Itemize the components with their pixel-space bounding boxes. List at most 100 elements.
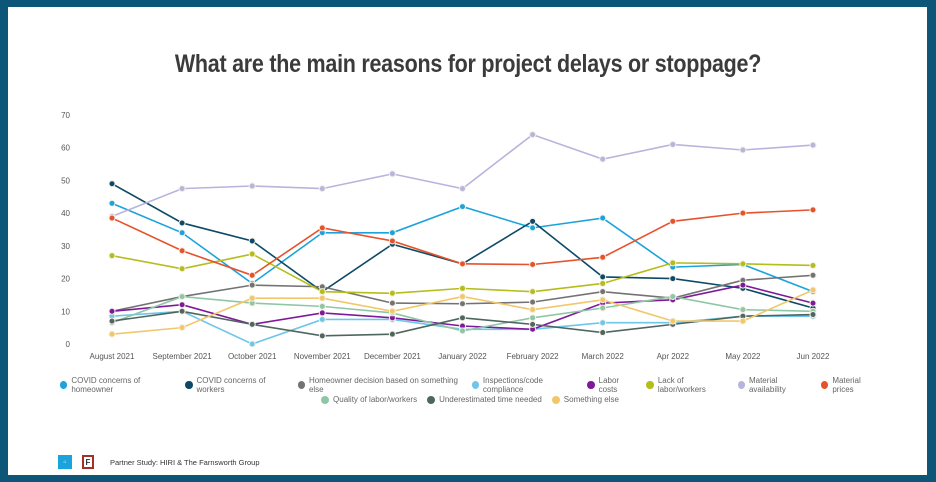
legend-item[interactable]: Material availability	[737, 376, 811, 394]
data-point-material-prices	[388, 237, 396, 245]
data-point-covid-concerns-of-homeowner	[599, 214, 607, 222]
data-point-material-availability	[178, 185, 186, 193]
data-point-material-prices	[739, 209, 747, 217]
data-point-material-availability	[388, 170, 396, 178]
data-point-material-prices	[178, 247, 186, 255]
data-point-material-availability	[248, 182, 256, 190]
y-tick-label: 30	[61, 242, 70, 251]
legend-item[interactable]: Something else	[551, 395, 619, 404]
farnsworth-logo: F	[82, 455, 94, 469]
data-point-lack-of-labor-workers	[599, 279, 607, 287]
data-point-labor-costs	[318, 309, 326, 317]
data-point-underestimated-time-needed	[809, 311, 817, 319]
data-point-material-availability	[669, 140, 677, 148]
legend-label: COVID concerns of workers	[196, 376, 266, 394]
data-point-material-prices	[809, 206, 817, 214]
data-point-quality-of-labor-workers	[739, 306, 747, 314]
data-point-something-else	[108, 330, 116, 338]
data-point-covid-concerns-of-workers	[669, 275, 677, 283]
data-point-lack-of-labor-workers	[739, 260, 747, 268]
legend-swatch	[185, 381, 193, 389]
x-tick-label: October 2021	[228, 352, 277, 361]
legend-label: Something else	[563, 395, 619, 404]
legend-item[interactable]: COVID concerns of workers	[185, 376, 287, 394]
data-point-something-else	[739, 317, 747, 325]
data-point-quality-of-labor-workers	[459, 327, 466, 335]
data-point-lack-of-labor-workers	[529, 288, 537, 296]
legend-item[interactable]: COVID concerns of homeowner	[60, 376, 175, 394]
data-point-inspections-code-compliance	[599, 319, 607, 327]
x-tick-label: March 2022	[582, 352, 625, 361]
data-point-material-availability	[318, 185, 326, 193]
legend-label: Lack of labor/workers	[657, 376, 706, 394]
legend-label: COVID concerns of homeowner	[71, 376, 141, 394]
data-point-lack-of-labor-workers	[178, 265, 186, 273]
data-point-something-else	[248, 294, 256, 302]
data-point-covid-concerns-of-homeowner	[178, 229, 186, 237]
data-point-something-else	[318, 294, 326, 302]
y-tick-label: 10	[61, 307, 70, 316]
legend-swatch	[321, 395, 330, 404]
y-tick-label: 60	[61, 144, 70, 153]
legend-item[interactable]: Lack of labor/workers	[646, 376, 727, 394]
legend-swatch	[737, 381, 745, 389]
legend-item[interactable]: Inspections/code compliance	[471, 376, 578, 394]
data-point-homeowner-decision-based-on-something-else	[809, 271, 817, 279]
legend-swatch	[587, 381, 595, 389]
chart-title: What are the main reasons for project de…	[174, 50, 762, 78]
hiri-logo: ⌂	[58, 455, 72, 469]
y-tick-label: 0	[66, 340, 71, 349]
data-point-material-prices	[529, 261, 537, 269]
legend-label: Quality of labor/workers	[333, 395, 418, 404]
data-point-covid-concerns-of-workers	[108, 180, 116, 188]
legend-swatch	[297, 381, 305, 389]
data-point-lack-of-labor-workers	[318, 288, 326, 296]
legend-item[interactable]: Material prices	[820, 376, 880, 394]
data-point-lack-of-labor-workers	[388, 289, 396, 297]
data-point-lack-of-labor-workers	[809, 261, 817, 269]
data-point-homeowner-decision-based-on-something-else	[599, 288, 607, 296]
data-point-underestimated-time-needed	[388, 330, 396, 338]
data-point-quality-of-labor-workers	[178, 293, 186, 301]
data-point-underestimated-time-needed	[248, 320, 256, 328]
data-point-covid-concerns-of-homeowner	[388, 229, 396, 237]
data-point-covid-concerns-of-workers	[529, 217, 537, 225]
data-point-underestimated-time-needed	[459, 314, 466, 322]
legend-row-1: COVID concerns of homeowner COVID concern…	[60, 376, 880, 394]
data-point-underestimated-time-needed	[529, 320, 537, 328]
y-tick-label: 50	[61, 176, 70, 185]
data-point-underestimated-time-needed	[108, 317, 116, 325]
legend-swatch	[820, 381, 829, 389]
data-point-material-prices	[669, 217, 677, 225]
legend-item[interactable]: Homeowner decision based on something el…	[297, 376, 462, 394]
data-point-something-else	[809, 286, 817, 294]
legend-swatch	[471, 381, 479, 389]
data-point-something-else	[388, 307, 396, 315]
data-point-labor-costs	[739, 281, 747, 289]
data-point-inspections-code-compliance	[318, 315, 326, 323]
x-tick-label: Jun 2022	[797, 352, 830, 361]
data-point-labor-costs	[809, 299, 817, 307]
data-point-material-availability	[599, 155, 607, 163]
data-point-material-availability	[809, 141, 817, 149]
data-point-something-else	[669, 317, 677, 325]
legend-label: Material availability	[748, 376, 786, 394]
legend-item[interactable]: Quality of labor/workers	[321, 395, 417, 404]
footer: ⌂ F Partner Study: HIRI & The Farnsworth…	[58, 455, 260, 469]
data-point-something-else	[459, 293, 466, 301]
x-tick-label: May 2022	[725, 352, 761, 361]
data-point-material-prices	[318, 224, 326, 232]
data-point-something-else	[529, 306, 537, 314]
data-point-something-else	[599, 296, 607, 304]
data-point-lack-of-labor-workers	[459, 284, 466, 292]
legend-label: Inspections/code compliance	[482, 376, 543, 394]
data-point-underestimated-time-needed	[178, 307, 186, 315]
data-point-homeowner-decision-based-on-something-else	[529, 298, 537, 306]
data-point-lack-of-labor-workers	[248, 250, 256, 258]
legend-item[interactable]: Labor costs	[587, 376, 636, 394]
data-point-lack-of-labor-workers	[108, 252, 116, 260]
data-point-quality-of-labor-workers	[529, 314, 537, 322]
data-point-lack-of-labor-workers	[669, 259, 677, 267]
data-point-material-prices	[599, 253, 607, 261]
legend-item[interactable]: Underestimated time needed	[427, 395, 542, 404]
